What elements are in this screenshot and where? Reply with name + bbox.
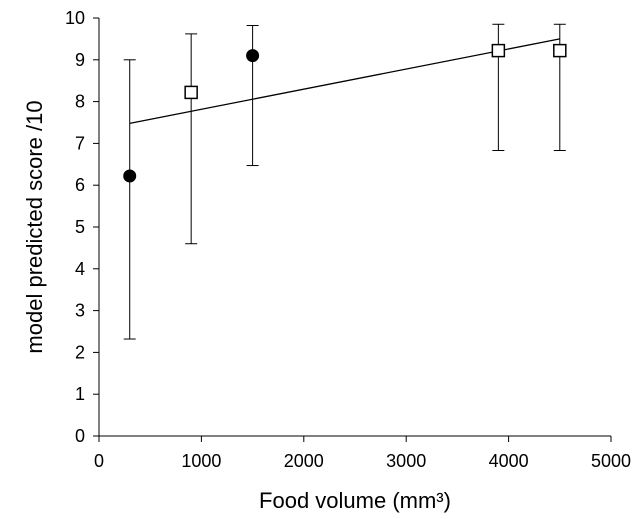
- error-bars: [123, 23, 566, 340]
- y-tick-label: 5: [75, 217, 85, 237]
- x-tick-label: 0: [94, 451, 104, 471]
- y-tick-label: 3: [75, 301, 85, 321]
- open-square-point: [491, 43, 506, 58]
- y-tick-label: 1: [75, 384, 85, 404]
- y-tick-label: 4: [75, 259, 85, 279]
- filled-circle-point: [246, 49, 260, 63]
- x-tick-label: 4000: [489, 451, 529, 471]
- trendline: [129, 38, 560, 124]
- x-tick-label: 1000: [181, 451, 221, 471]
- x-tick-label: 2000: [284, 451, 324, 471]
- axes: 0 1 2 3 4 5 6 7 8 9 10 0 1000 2000 3000 4000 5000: [65, 8, 631, 471]
- y-axis-title: model predicted score /10: [22, 100, 47, 353]
- x-axis-title: Food volume (mm³): [259, 488, 451, 513]
- y-tick-label: 0: [75, 426, 85, 446]
- y-tick-label: 2: [75, 342, 85, 362]
- open-square-point: [184, 85, 198, 100]
- trendline-group: [129, 38, 560, 124]
- open-square-point: [553, 43, 567, 58]
- y-tick-label: 6: [75, 175, 85, 195]
- y-tick-label: 9: [75, 50, 85, 70]
- markers: [123, 43, 567, 183]
- x-tick-label: 5000: [591, 451, 631, 471]
- y-tick-label: 10: [65, 8, 85, 28]
- y-tick-label: 8: [75, 92, 85, 112]
- y-tick-label: 7: [75, 133, 85, 153]
- x-tick-label: 3000: [386, 451, 426, 471]
- filled-circle-point: [123, 169, 137, 183]
